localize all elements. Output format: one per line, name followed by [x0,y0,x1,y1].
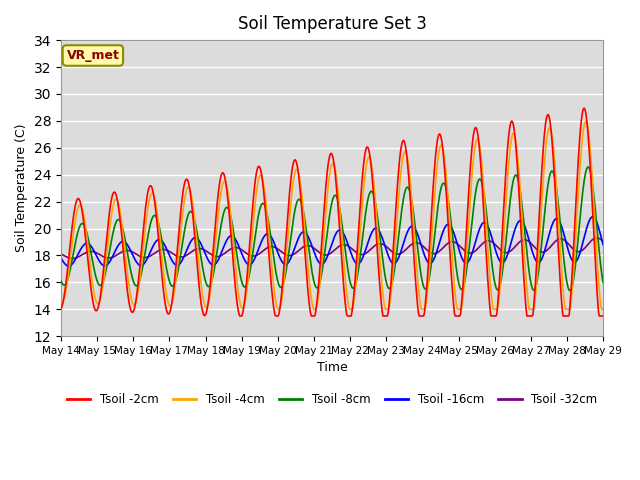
Y-axis label: Soil Temperature (C): Soil Temperature (C) [15,124,28,252]
Text: VR_met: VR_met [67,49,119,62]
Title: Soil Temperature Set 3: Soil Temperature Set 3 [237,15,426,33]
Legend: Tsoil -2cm, Tsoil -4cm, Tsoil -8cm, Tsoil -16cm, Tsoil -32cm: Tsoil -2cm, Tsoil -4cm, Tsoil -8cm, Tsoi… [62,388,602,410]
X-axis label: Time: Time [317,361,348,374]
